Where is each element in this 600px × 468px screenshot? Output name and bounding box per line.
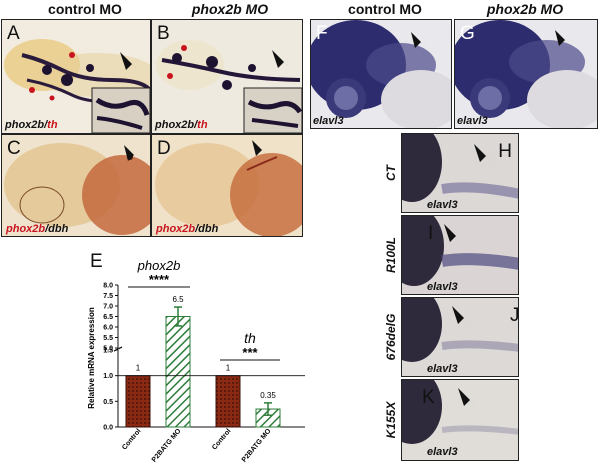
panel-c-label-red: phox2b	[6, 223, 46, 235]
bar	[215, 375, 241, 428]
row-label-ct: CT	[384, 165, 398, 181]
panel-a-label-red: th	[47, 119, 58, 131]
panel-c: C phox2b/dbh	[1, 134, 151, 237]
data-label: 6.5	[172, 295, 184, 304]
panel-c-image	[4, 143, 150, 235]
panel-d-label-red: phox2b	[156, 223, 196, 235]
panel-letter-h: H	[498, 141, 512, 162]
panel-a-label: phox2b/th	[5, 120, 58, 131]
panel-h-label: elavl3	[427, 199, 458, 211]
panel-letter-e: E	[90, 251, 103, 272]
panel-letter-j: J	[510, 305, 519, 326]
panel-a-label-dark: phox2b/	[5, 119, 48, 131]
panel-b-label-red: th	[197, 119, 208, 131]
row-label-r100l: R100L	[384, 236, 398, 274]
panel-a-image	[4, 39, 150, 133]
panel-d-image	[155, 140, 302, 236]
panel-f-label: elavl3	[313, 115, 344, 127]
panel-b: B phox2b/th	[151, 19, 303, 134]
panel-k-image	[402, 380, 518, 444]
row-label-k155x: K155X	[384, 401, 398, 439]
panel-d-label-dark: /dbh	[195, 223, 219, 235]
panel-b-label-dark: phox2b/	[155, 119, 198, 131]
panel-g: G elavl3	[454, 19, 598, 129]
panel-j: J elavl3	[401, 297, 519, 377]
panel-c-label: phox2b/dbh	[6, 224, 68, 235]
x-tick-label: P2BATG MO	[151, 427, 183, 463]
arrow-icon	[452, 306, 470, 324]
panel-letter-g: G	[460, 23, 475, 44]
arrow-icon	[120, 52, 138, 70]
y-tick-label: 7.5	[103, 293, 113, 300]
panel-d: D phox2b/dbh	[151, 134, 303, 237]
y-tick-label: 8.0	[103, 283, 113, 290]
bar	[165, 316, 191, 428]
panel-letter-b: B	[157, 23, 170, 44]
arrow-icon	[124, 145, 140, 161]
y-tick-label: 6.0	[103, 325, 113, 332]
column-title-phox2b-right: phox2b MO	[486, 1, 564, 17]
panel-letter-k: K	[422, 387, 435, 408]
data-label: 0.35	[260, 391, 276, 400]
y-tick-label: 5.0	[103, 346, 113, 353]
arrow-icon	[252, 140, 268, 156]
panel-k: K elavl3	[401, 379, 519, 461]
panel-letter-f: F	[316, 23, 328, 44]
panel-k-label: elavl3	[427, 446, 458, 458]
panel-i-label: elavl3	[427, 281, 458, 293]
significance-phox2b: ****	[149, 272, 170, 287]
data-label: 1	[226, 364, 231, 373]
panel-letter-i: I	[428, 223, 434, 244]
chart-e: Relative mRNA expression phox2b **** th …	[87, 258, 305, 464]
panel-b-label: phox2b/th	[155, 120, 208, 131]
y-tick-label: 1.0	[103, 373, 113, 380]
panel-h-image	[402, 134, 518, 202]
arrow-icon	[272, 50, 290, 68]
arrow-icon	[555, 30, 571, 46]
axis-break-mark	[113, 346, 123, 352]
panel-letter-c: C	[7, 138, 21, 159]
panel-letter-a: A	[7, 23, 20, 44]
y-tick-label: 7.0	[103, 304, 113, 311]
y-axis-label: Relative mRNA expression	[87, 307, 96, 409]
gene-label-phox2b: phox2b	[137, 258, 181, 273]
x-tick-label: P2BATG MO	[241, 427, 273, 463]
data-label: 1	[136, 364, 141, 373]
arrow-icon	[411, 32, 427, 48]
y-tick-label: 1.5	[103, 348, 113, 355]
y-tick-label: 6.5	[103, 314, 113, 321]
x-tick-label: Control	[121, 428, 142, 452]
gene-label-th: th	[244, 330, 256, 346]
arrow-icon	[458, 388, 476, 406]
row-label-676delg: 676delG	[384, 313, 398, 361]
y-tick-label: 0.0	[103, 425, 113, 432]
panel-letter-d: D	[157, 138, 171, 159]
panel-f: F elavl3	[310, 19, 452, 129]
panel-g-image	[455, 20, 597, 128]
panel-h: H elavl3	[401, 133, 519, 213]
panel-i-image	[402, 216, 518, 286]
column-title-phox2b: phox2b MO	[191, 1, 269, 17]
panel-a: A phox2b/th	[1, 19, 151, 134]
column-title-control: control MO	[48, 1, 122, 17]
panel-b-image	[156, 40, 302, 133]
panel-j-label: elavl3	[427, 363, 458, 375]
panel-d-label: phox2b/dbh	[156, 224, 218, 235]
x-tick-label: Control	[211, 428, 232, 452]
bar	[125, 375, 151, 428]
panel-j-image	[402, 298, 518, 362]
panel-c-label-dark: /dbh	[45, 223, 69, 235]
significance-th: ***	[242, 345, 258, 360]
panel-i: I elavl3	[401, 215, 519, 295]
panel-g-label: elavl3	[457, 115, 488, 127]
panel-f-image	[311, 20, 451, 128]
y-tick-label: 5.5	[103, 335, 113, 342]
column-title-control-right: control MO	[348, 1, 422, 17]
arrow-icon	[474, 144, 492, 162]
y-tick-label: 0.5	[103, 399, 113, 406]
arrow-icon	[444, 224, 462, 242]
